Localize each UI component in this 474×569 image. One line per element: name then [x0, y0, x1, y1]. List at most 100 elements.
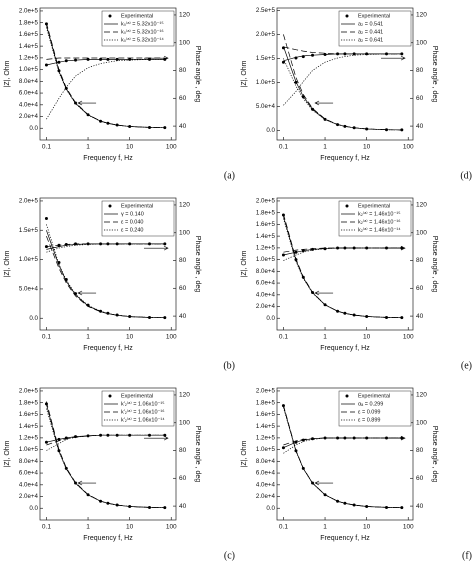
x-tick-label: 1 — [86, 334, 90, 341]
y-tick-label: 2.0e+4 — [256, 303, 276, 310]
y-tick-label: 8.0e+4 — [256, 458, 276, 465]
data-point — [400, 316, 404, 320]
y2-tick-label: 60 — [179, 285, 187, 292]
x-tick-label: 1 — [86, 524, 90, 531]
y-tick-label: 8.0e+4 — [256, 268, 276, 275]
data-point — [163, 433, 167, 437]
y2-tick-label: 60 — [179, 95, 187, 102]
y-tick-label: 1.8e+5 — [19, 19, 39, 26]
arrow — [77, 480, 97, 486]
arrow — [314, 290, 334, 296]
y-tick-label: 1.2e+5 — [256, 435, 276, 442]
phase-line — [46, 243, 165, 253]
phase-line — [46, 243, 165, 247]
phase-line — [283, 53, 402, 106]
y2-tick-label: 60 — [179, 475, 187, 482]
impedance-line — [283, 407, 402, 509]
y-tick-label: 2.0e+5 — [19, 8, 39, 15]
arrow — [381, 55, 406, 61]
impedance-line — [283, 218, 402, 319]
arrow — [314, 100, 334, 106]
y2-tick-label: 80 — [179, 67, 187, 74]
x-tick-label: 1 — [323, 524, 327, 531]
legend-box — [101, 10, 175, 47]
x-axis-label: Frequency f, Hz — [320, 155, 370, 162]
y2-tick-label: 120 — [416, 12, 427, 19]
legend-marker — [345, 394, 349, 398]
y-tick-label: 4.0e+4 — [256, 291, 276, 298]
phase-line — [283, 437, 402, 446]
impedance-line — [46, 235, 165, 319]
y-axis-label: |Z|, Ohm — [4, 440, 11, 467]
legend-label: Experimental — [121, 393, 153, 399]
y2-axis-label: Phase angle , deg — [194, 426, 201, 483]
y-tick-label: 1.2e+5 — [19, 55, 39, 62]
y-tick-label: 1.5e+5 — [19, 227, 39, 234]
y-tick-label: 1.0e+5 — [19, 256, 39, 263]
panel-label: (e) — [461, 360, 472, 371]
data-point — [163, 506, 167, 510]
y2-tick-label: 60 — [416, 95, 424, 102]
y2-tick-label: 100 — [416, 229, 427, 236]
y-tick-label: 1.6e+5 — [256, 221, 276, 228]
legend-marker — [345, 204, 349, 208]
phase-line — [283, 247, 402, 253]
legend-box — [101, 200, 175, 237]
y2-tick-label: 120 — [179, 202, 190, 209]
legend-label: Experimental — [358, 13, 390, 19]
impedance-line — [46, 22, 165, 129]
x-tick-label: 0.1 — [42, 334, 51, 341]
legend-label: a₂ = 0.641 — [358, 37, 383, 43]
legend-label: k₂⁽ᵃ⁾ = 1.46x10⁻¹⁴ — [358, 226, 401, 233]
legend-box — [338, 10, 412, 47]
legend-label: k₂⁽ᵃ⁾ = 1.46x10⁻¹⁶ — [358, 218, 400, 225]
impedance-line — [283, 213, 402, 319]
y-tick-label: 6.0e+4 — [256, 280, 276, 287]
y-tick-label: 1.2e+5 — [256, 245, 276, 252]
legend-label: γ = 0.140 — [121, 211, 144, 217]
data-point — [163, 126, 167, 130]
y-tick-label: 1.4e+5 — [256, 233, 276, 240]
panel-label: (c) — [224, 550, 235, 561]
y2-tick-label: 120 — [416, 202, 427, 209]
legend-label: k₀⁽ᵃ⁾ = 5.32x10⁻¹⁴ — [121, 36, 164, 43]
legend-label: Experimental — [121, 13, 153, 19]
phase-line — [46, 59, 165, 66]
legend-label: a₂ = 0.441 — [358, 29, 383, 35]
legend-label: k′₂⁽ᵃ⁾ = 1.06x10⁻¹⁴ — [121, 416, 165, 423]
x-tick-label: 10 — [126, 524, 134, 531]
x-tick-label: 10 — [126, 144, 134, 151]
y2-tick-label: 120 — [416, 392, 427, 399]
y-tick-label: 0.0 — [266, 315, 275, 322]
panel-label: (b) — [223, 360, 235, 371]
plot-frame — [39, 7, 177, 141]
x-tick-label: 100 — [403, 524, 414, 531]
y2-tick-label: 120 — [179, 392, 190, 399]
y-tick-label: 0.0 — [266, 505, 275, 512]
legend-box — [101, 390, 175, 427]
data-point — [163, 316, 167, 320]
legend-label: Experimental — [358, 393, 390, 399]
x-axis-label: Frequency f, Hz — [320, 535, 370, 542]
x-axis-label: Frequency f, Hz — [320, 345, 370, 352]
x-axis-label: Frequency f, Hz — [83, 345, 133, 352]
arrow — [381, 435, 406, 441]
legend-box — [338, 200, 412, 237]
x-tick-label: 100 — [166, 144, 177, 151]
y2-axis-label: Phase angle , deg — [194, 46, 201, 103]
legend-label: k₀⁽ᵃ⁾ = 5.32x10⁻¹⁵ — [121, 20, 164, 27]
data-point — [400, 128, 404, 132]
legend-label: k′₂⁽ᵃ⁾ = 1.06x10⁻¹⁶ — [121, 408, 165, 415]
y-tick-label: 0.0 — [29, 125, 38, 132]
x-tick-label: 1 — [323, 144, 327, 151]
y-tick-label: 2.5e+5 — [256, 7, 276, 14]
legend-label: Experimental — [358, 203, 390, 209]
y-tick-label: 1.2e+5 — [19, 435, 39, 442]
y-tick-label: 0.0 — [266, 127, 275, 134]
legend-marker — [108, 204, 112, 208]
y2-tick-label: 60 — [416, 475, 424, 482]
y-tick-label: 5.0e+4 — [19, 286, 39, 293]
y2-tick-label: 80 — [416, 257, 424, 264]
x-tick-label: 1 — [86, 144, 90, 151]
